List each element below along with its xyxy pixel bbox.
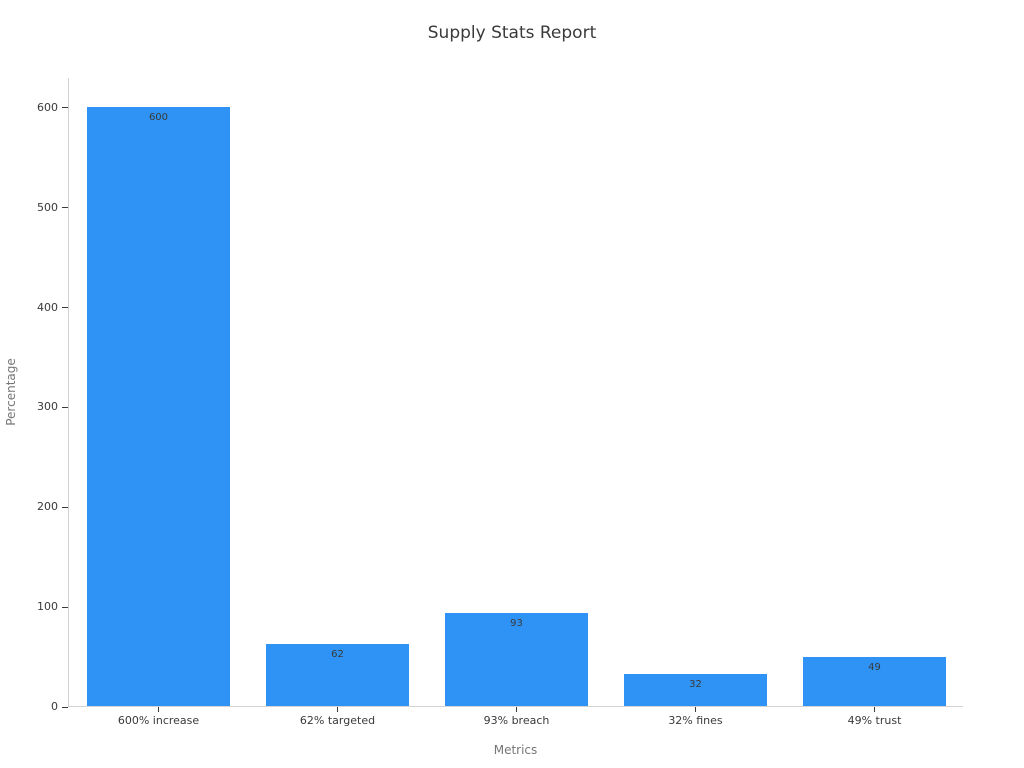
- y-tick-mark: [62, 207, 68, 209]
- x-tick-mark: [337, 707, 338, 712]
- y-tick-mark: [62, 307, 68, 309]
- chart-title: Supply Stats Report: [427, 23, 597, 43]
- y-tick-label: 600: [37, 100, 58, 114]
- y-tick-label: 500: [37, 200, 58, 214]
- plot-area: 0 100 200 300 400 500 600 600 600% increase 62 62%…: [37, 78, 963, 727]
- bar: [623, 674, 768, 706]
- bar-value-label: 600: [148, 111, 169, 123]
- x-tick-mark: [516, 707, 517, 712]
- x-tick-label: 93% breach: [483, 714, 550, 727]
- y-axis-label-text: Percentage: [4, 358, 18, 426]
- bar: [265, 644, 410, 706]
- y-tick-mark: [62, 706, 68, 708]
- y-tick-mark: [62, 107, 68, 109]
- x-tick-label: 62% targeted: [299, 714, 376, 727]
- y-tick-label: 0: [51, 700, 58, 713]
- bar-value-label: 32: [689, 679, 702, 691]
- y-tick-mark: [62, 406, 68, 408]
- x-tick-label: 49% trust: [847, 714, 902, 727]
- x-tick-mark: [158, 707, 159, 712]
- y-tick-mark: [62, 606, 68, 608]
- x-axis-label: Metrics: [493, 743, 538, 757]
- bar: [86, 106, 231, 706]
- x-tick-mark: [874, 707, 875, 712]
- y-tick-label: 300: [37, 400, 58, 414]
- y-tick-label: 100: [37, 600, 58, 614]
- bar: [444, 613, 589, 706]
- x-tick-label: 600% increase: [117, 714, 200, 727]
- y-tick-mark: [62, 506, 68, 508]
- x-tick-mark: [695, 707, 696, 712]
- x-tick-label: 32% fines: [668, 714, 723, 727]
- y-tick-label: 400: [37, 300, 58, 314]
- bar-value-label: 62: [331, 649, 344, 661]
- bar: [802, 657, 947, 706]
- y-tick-label: 200: [37, 500, 58, 514]
- bar-value-label: 93: [510, 618, 523, 630]
- bar-value-label: 49: [868, 662, 881, 674]
